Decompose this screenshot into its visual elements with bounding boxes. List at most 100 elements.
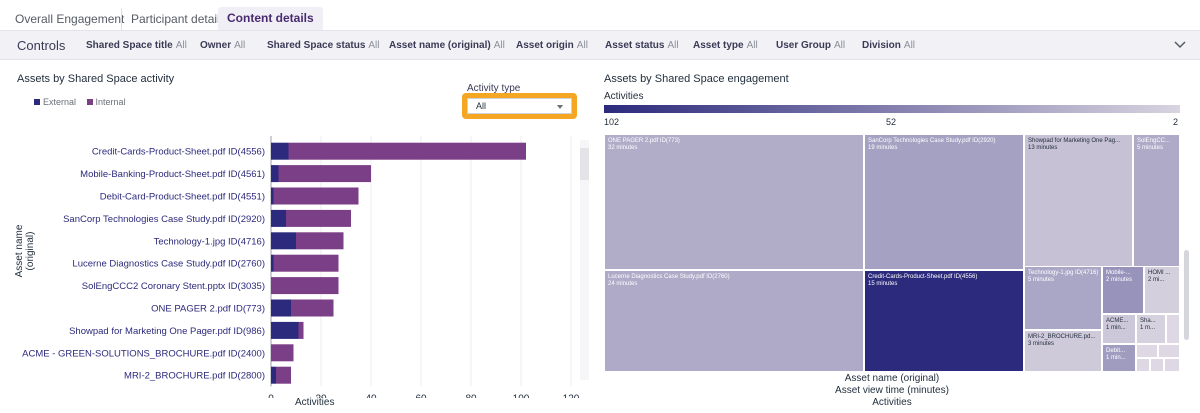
treemap-cell-minutes: 24 minutes <box>608 281 638 287</box>
left-chart-x-axis-label: Activities <box>295 397 335 408</box>
bar-external <box>271 254 274 272</box>
treemap-cell-minutes: 1 min... <box>1106 325 1126 331</box>
legend-swatch-external <box>34 99 40 105</box>
treemap-cell-minutes: 1 m... <box>1140 325 1156 331</box>
treemap-cell-small[interactable] <box>1136 358 1150 372</box>
treemap-cell[interactable]: MRI-2_BROCHURE.pd... 3 minutes <box>1024 330 1102 372</box>
treemap-cell-minutes: 5 minutes <box>1137 145 1164 151</box>
treemap-cell[interactable]: Credit-Cards-Product-Sheet.pdf ID(4556) 1… <box>864 270 1024 372</box>
color-scale-bar <box>604 105 1180 113</box>
treemap-label-line-2: Asset view time (minutes) <box>835 385 949 396</box>
treemap-cell[interactable]: Debit... 1 min... <box>1102 344 1136 372</box>
color-scale-min: 2 <box>1173 117 1179 127</box>
x-tick-label: 0 <box>268 393 274 398</box>
filter-asset-type[interactable]: Asset type All <box>693 40 758 51</box>
left-chart-legend: External Internal <box>34 97 134 107</box>
y-tick-label: Lucerne Diagnostics Case Study.pdf ID(27… <box>72 259 265 270</box>
bar-external <box>271 165 279 183</box>
x-tick-label: 20 <box>315 393 327 398</box>
activity-type-select[interactable]: All <box>467 98 572 114</box>
treemap-cell-name: MRI-2_BROCHURE.pd... <box>1028 334 1096 340</box>
treemap-cell[interactable]: ACME... 1 min... <box>1102 314 1136 344</box>
treemap-cell[interactable]: Technology-1.jpg ID(4716) 5 minutes <box>1024 266 1102 330</box>
color-scale-mid: 52 <box>886 117 897 127</box>
bar-internal <box>286 209 351 227</box>
bar-external <box>271 142 289 160</box>
treemap-cell[interactable]: ONE PAGER 2.pdf ID(773) 32 minutes <box>604 134 864 270</box>
bar-external <box>271 366 276 384</box>
treemap-cell-name: Technology-1.jpg ID(4716) <box>1028 270 1099 276</box>
treemap-cell-minutes: 15 minutes <box>868 281 898 287</box>
filter-asset-status[interactable]: Asset status All <box>605 40 679 51</box>
filter-division[interactable]: Division All <box>862 40 916 51</box>
treemap-cell-minutes: 13 minutes <box>1028 145 1058 151</box>
treemap-cell-name: Sha... <box>1140 318 1156 324</box>
bar-external <box>271 321 299 339</box>
color-scale-title: Activities <box>604 91 644 102</box>
y-tick-label: MRI-2_BROCHURE.pdf ID(2800) <box>124 371 265 382</box>
treemap-cell-name: Debit... <box>1106 348 1126 354</box>
treemap-cell-name: Lucerne Diagnostics Case Study.pdf ID(27… <box>608 274 730 280</box>
treemap-cell[interactable]: Showpad for Marketing One Pag... 13 minut… <box>1024 134 1133 270</box>
treemap-cell-minutes: 5 minutes <box>1028 277 1055 283</box>
y-tick-label: Debit-Card-Product-Sheet.pdf ID(4551) <box>100 192 265 203</box>
tab-participant-details[interactable]: Participant details <box>121 8 235 30</box>
scrollbar-thumb[interactable] <box>580 148 589 180</box>
treemap-cell-small[interactable] <box>1136 344 1158 358</box>
tab-content-details[interactable]: Content details <box>218 7 323 31</box>
treemap-label-line-1: Asset name (original) <box>844 373 940 384</box>
treemap-cell-minutes: 32 minutes <box>608 145 638 151</box>
x-tick-label: 60 <box>415 393 427 398</box>
activity-type-highlight: All <box>462 93 577 119</box>
left-chart-title: Assets by Shared Space activity <box>17 73 175 85</box>
treemap-cell-small[interactable] <box>1150 358 1164 372</box>
treemap-cell-name: ONE PAGER 2.pdf ID(773) <box>608 138 680 144</box>
y-tick-label: Technology-1.jpg ID(4716) <box>154 236 265 247</box>
treemap-cell-small[interactable] <box>1164 358 1180 372</box>
color-scale-max: 102 <box>604 117 620 127</box>
treemap-cell[interactable]: Lucerne Diagnostics Case Study.pdf ID(27… <box>604 270 864 372</box>
treemap-cell[interactable]: Sha... 1 m... <box>1136 314 1166 344</box>
tab-overall-engagement[interactable]: Overall Engagement <box>15 12 125 26</box>
legend-item-external[interactable]: External <box>34 97 76 107</box>
treemap-cell[interactable]: SanCorp Technologies Case Study.pdf ID(2… <box>864 134 1024 270</box>
treemap-cell-minutes: 19 minutes <box>868 145 898 151</box>
y-tick-label: Showpad for Marketing One Pager.pdf ID(9… <box>69 326 265 337</box>
y-tick-label: ONE PAGER 2.pdf ID(773) <box>151 304 265 315</box>
treemap-cell-small[interactable] <box>1158 344 1180 358</box>
filter-shared-space-status[interactable]: Shared Space status All <box>267 40 380 51</box>
y-tick-label: ACME - GREEN-SOLUTIONS_BROCHURE.pdf ID(2… <box>22 348 265 359</box>
activity-type-value: All <box>476 101 487 111</box>
filter-asset-origin[interactable]: Asset origin All <box>516 40 588 51</box>
left-chart-scrollbar[interactable] <box>580 140 589 380</box>
treemap-cell[interactable]: HOMI ... 2 mi... <box>1144 266 1180 314</box>
x-tick-label: 100 <box>513 393 530 398</box>
treemap-cell-minutes: 2 minutes <box>1106 277 1133 283</box>
treemap-cell-minutes: 2 mi... <box>1148 277 1165 283</box>
chevron-down-icon[interactable] <box>1173 38 1187 52</box>
filter-shared-space-title[interactable]: Shared Space title All <box>86 40 187 51</box>
left-bar-chart: 0 20 40 60 80 100 120 Credit-Cards-Product-Shee… <box>22 136 580 398</box>
y-tick-label: SanCorp Technologies Case Study.pdf ID(2… <box>63 214 265 225</box>
treemap-cell[interactable]: SolEngCC... 5 minutes <box>1133 134 1180 270</box>
treemap-cell-name: SolEngCC... <box>1137 138 1171 144</box>
right-scrollbar[interactable] <box>1184 250 1189 340</box>
legend-item-internal[interactable]: Internal <box>86 97 126 107</box>
treemap-cell-name: ACME... <box>1106 318 1129 324</box>
filter-asset-name[interactable]: Asset name (original) All <box>389 40 505 51</box>
filter-user-group[interactable]: User Group All <box>776 40 846 51</box>
y-tick-label: Mobile-Banking-Product-Sheet.pdf ID(4561… <box>80 169 265 180</box>
bar-internal <box>288 142 526 160</box>
controls-title: Controls <box>17 38 66 53</box>
bar-internal <box>296 232 344 250</box>
treemap-cell-name: Showpad for Marketing One Pag... <box>1028 138 1121 144</box>
filter-owner[interactable]: Owner All <box>200 40 246 51</box>
treemap-cell-minutes: 3 minutes <box>1028 341 1055 347</box>
x-tick-label: 120 <box>563 393 580 398</box>
treemap-cell-name: HOMI ... <box>1148 270 1171 276</box>
treemap-label-line-3: Activities <box>872 397 912 408</box>
legend-swatch-internal <box>86 99 93 105</box>
treemap-cell-small[interactable] <box>1166 314 1180 344</box>
y-tick-label: SolEngCCC2 Coronary Stent.pptx ID(3035) <box>82 281 265 292</box>
treemap-cell[interactable]: Mobile-... 2 minutes <box>1102 266 1144 314</box>
